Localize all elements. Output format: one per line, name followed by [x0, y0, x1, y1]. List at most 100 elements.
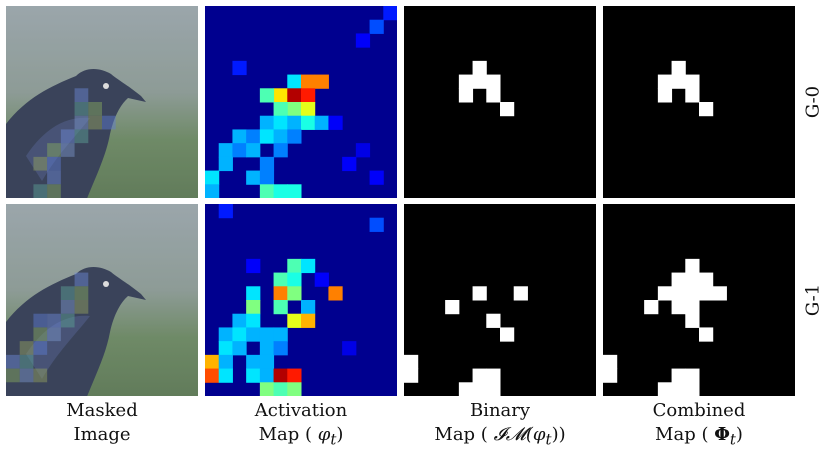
activation-cell [205, 368, 220, 383]
activation-cell [273, 88, 288, 103]
active-patch [458, 382, 474, 396]
active-patch [671, 286, 686, 301]
caption-masked-image: Masked Image [66, 400, 138, 445]
active-patch [685, 88, 700, 103]
activation-cell [246, 354, 261, 370]
active-patch [472, 74, 487, 89]
binary-map-g0 [404, 6, 596, 198]
activation-cell [301, 300, 316, 315]
mask-patch [74, 88, 89, 102]
activation-cell [287, 74, 302, 89]
activation-cell [273, 143, 288, 158]
active-patch [671, 382, 686, 396]
activation-cell [287, 129, 302, 144]
active-patch [472, 286, 487, 301]
crow-eye [103, 281, 109, 287]
combined-grid-g0 [603, 6, 795, 198]
activation-cell [342, 156, 357, 172]
activation-cell [232, 60, 247, 76]
activation-cell [369, 19, 384, 34]
crow-wing [26, 315, 90, 379]
activation-cell [246, 286, 261, 301]
mask-patch [33, 184, 48, 198]
activation-cell [259, 156, 275, 172]
activation-cell [287, 368, 302, 383]
binary-grid-g0 [404, 6, 596, 198]
caption-activation-map: Activation Map ( φt) [201, 399, 401, 452]
activation-cell [355, 33, 371, 48]
activation-cell [218, 143, 233, 158]
active-patch [486, 313, 501, 328]
mask-patch [47, 184, 61, 198]
active-patch [486, 74, 501, 89]
mask-patch [47, 143, 61, 157]
activation-cell [342, 341, 357, 356]
active-patch [513, 286, 528, 301]
activation-cell [369, 217, 384, 232]
active-patch [657, 382, 673, 396]
activation-cell [287, 313, 302, 328]
masked-image-g0 [6, 6, 198, 198]
activation-cell [218, 354, 233, 370]
mask-patch [60, 129, 75, 144]
activation-cell [218, 156, 233, 172]
active-patch [500, 102, 515, 117]
activation-cell [218, 327, 233, 342]
activation-cell [218, 204, 233, 219]
activation-cell [383, 6, 397, 21]
active-patch [472, 60, 487, 76]
active-patch [685, 300, 700, 315]
activation-cell [259, 382, 275, 396]
active-patch [458, 88, 474, 103]
activation-map-g0 [205, 6, 397, 198]
activation-cell [273, 286, 288, 301]
active-patch [657, 88, 673, 103]
activation-cell [232, 129, 247, 144]
activation-cell [273, 300, 288, 315]
combined-grid-g1 [603, 204, 795, 396]
activation-cell [259, 327, 275, 342]
active-patch [699, 286, 714, 301]
mask-patch [88, 102, 102, 116]
activation-cell [301, 74, 316, 89]
activation-cell [246, 313, 261, 328]
mask-patch [47, 156, 61, 171]
activation-cell [246, 368, 261, 383]
active-patch [685, 313, 700, 328]
active-patch [671, 300, 686, 315]
active-patch [486, 382, 501, 396]
image-haze [6, 204, 198, 396]
active-patch [671, 74, 686, 89]
mask-patch [74, 129, 89, 144]
active-patch [685, 368, 700, 383]
active-patch [472, 368, 487, 383]
combined-map-g1 [603, 204, 795, 396]
activation-grid-g0 [205, 6, 397, 198]
activation-cell [287, 382, 302, 396]
active-patch [500, 327, 515, 342]
active-patch [685, 286, 700, 301]
masked-image-g1 [6, 204, 198, 396]
activation-cell [232, 341, 247, 356]
activation-cell [273, 327, 288, 342]
mask-patch [6, 354, 20, 369]
activation-cell [232, 327, 247, 342]
mask-patch [60, 286, 75, 300]
activation-map-g1 [205, 204, 397, 396]
activation-cell [205, 170, 220, 185]
mask-patch [74, 272, 89, 287]
mask-patch [60, 143, 75, 157]
row-label-g1: G-1 [802, 283, 824, 317]
active-patch [671, 272, 686, 287]
activation-cell [287, 102, 302, 117]
image-haze [6, 6, 198, 198]
active-patch [404, 354, 419, 370]
mask-patch [33, 341, 48, 355]
activation-cell [205, 354, 220, 370]
activation-cell [246, 143, 261, 158]
mask-patch [74, 286, 89, 300]
caption-binary-formula: Map ( 𝓘𝓜(φt)) [434, 424, 566, 449]
map-background [404, 204, 596, 396]
activation-cell [301, 313, 316, 328]
activation-cell [328, 286, 343, 301]
